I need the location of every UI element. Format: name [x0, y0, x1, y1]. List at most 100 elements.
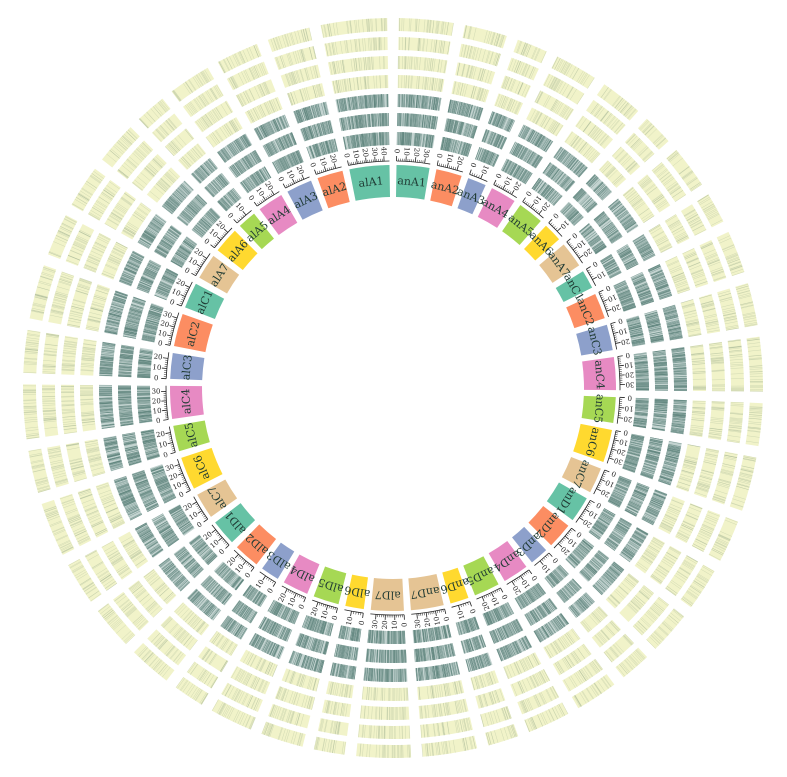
track-density-lines [168, 504, 194, 535]
track-density-lines [440, 136, 472, 157]
track-density-lines [397, 94, 442, 111]
minor-tick-mark [242, 214, 245, 217]
tick-mark [365, 157, 367, 163]
track-density-lines [85, 285, 110, 332]
tick-mark [233, 219, 238, 224]
tick-mark [618, 417, 624, 419]
tick-mark [480, 173, 484, 179]
tick-label: 10 [187, 256, 199, 268]
tick-mark [242, 210, 247, 216]
track-density-lines [452, 81, 488, 103]
track-density-lines [565, 538, 594, 569]
tick-label: 10 [541, 563, 553, 575]
minor-tick-mark [168, 436, 172, 438]
minor-tick-mark [599, 292, 603, 295]
minor-tick-mark [523, 573, 526, 576]
minor-tick-mark [460, 604, 462, 608]
chromosome-segment [173, 420, 210, 452]
track-segment [605, 573, 640, 609]
minor-tick-mark [543, 557, 546, 560]
track-density-lines [313, 736, 346, 755]
minor-tick-mark [171, 446, 174, 448]
track-density-lines [333, 643, 359, 661]
tick-label: 10 [618, 437, 629, 447]
tick-mark [424, 158, 426, 164]
minor-tick-mark [262, 199, 265, 202]
track-density-lines [228, 62, 267, 90]
track-density-lines [329, 662, 357, 680]
track-density-lines [746, 337, 764, 392]
track-segment [470, 670, 499, 691]
tick-mark [167, 334, 173, 337]
track-density-lines [200, 575, 233, 605]
track-segment [475, 688, 506, 709]
track-segment [68, 558, 102, 602]
minor-tick-mark [318, 170, 321, 174]
minor-tick-mark [265, 196, 268, 200]
minor-tick-mark [583, 510, 587, 513]
track-density-lines [626, 316, 646, 347]
track-density-lines [456, 62, 492, 84]
minor-tick-mark [334, 607, 336, 611]
tick-axis [281, 585, 306, 598]
track-density-lines [397, 56, 447, 74]
track-segment [494, 93, 524, 116]
track-density-lines [519, 685, 559, 714]
tick-axis [344, 609, 364, 614]
minor-tick-mark [171, 327, 174, 330]
minor-tick-mark [614, 437, 617, 439]
track-density-lines [143, 569, 176, 604]
tick-label: 20 [623, 414, 633, 423]
tick-label: 0 [595, 501, 603, 510]
track-density-lines [118, 344, 135, 378]
tick-mark [584, 508, 590, 513]
tick-label: 20 [226, 556, 238, 568]
track-density-lines [242, 584, 268, 607]
track-density-lines [122, 296, 146, 339]
minor-tick-mark [202, 513, 205, 516]
tick-mark [611, 448, 617, 451]
minor-tick-mark [568, 531, 572, 534]
track-density-lines [269, 704, 304, 727]
tick-mark [617, 355, 623, 357]
tick-axis [522, 201, 544, 219]
tick-mark [602, 299, 608, 302]
track-segment [84, 549, 118, 591]
minor-tick-mark [168, 434, 171, 436]
tick-mark [520, 575, 524, 581]
track-density-lines [658, 441, 682, 486]
chromosome-segment [528, 505, 569, 546]
track-segment [244, 96, 283, 124]
tick-mark [315, 602, 319, 608]
track-density-lines [137, 349, 153, 379]
minor-tick-mark [222, 540, 226, 543]
track-segment [624, 132, 655, 163]
track-density-lines [84, 549, 118, 591]
track-segment [507, 57, 539, 81]
minor-tick-mark [605, 308, 609, 310]
track-density-lines [152, 117, 178, 142]
track-segment [615, 647, 648, 678]
track-density-lines [447, 99, 484, 121]
minor-tick-mark [525, 201, 528, 205]
chromosome-segment [236, 524, 277, 565]
tick-mark [572, 246, 578, 251]
tick-axis [586, 268, 597, 287]
track-density-lines [150, 465, 177, 504]
minor-tick-mark [541, 559, 544, 562]
track-segment [274, 46, 317, 70]
track-segment [116, 140, 154, 180]
track-density-lines [399, 18, 454, 36]
track-density-lines [638, 175, 669, 210]
minor-tick-mark [318, 602, 321, 606]
track-segment [133, 642, 175, 681]
tick-label: 30 [371, 620, 380, 629]
tick-label: 10 [567, 537, 579, 549]
track-density-lines [101, 541, 132, 579]
tick-label: 10 [158, 440, 169, 450]
track-density-lines [31, 266, 56, 314]
track-density-lines [485, 724, 518, 746]
track-density-lines [632, 234, 656, 262]
track-density-lines [718, 235, 745, 276]
track-density-lines [342, 132, 390, 150]
